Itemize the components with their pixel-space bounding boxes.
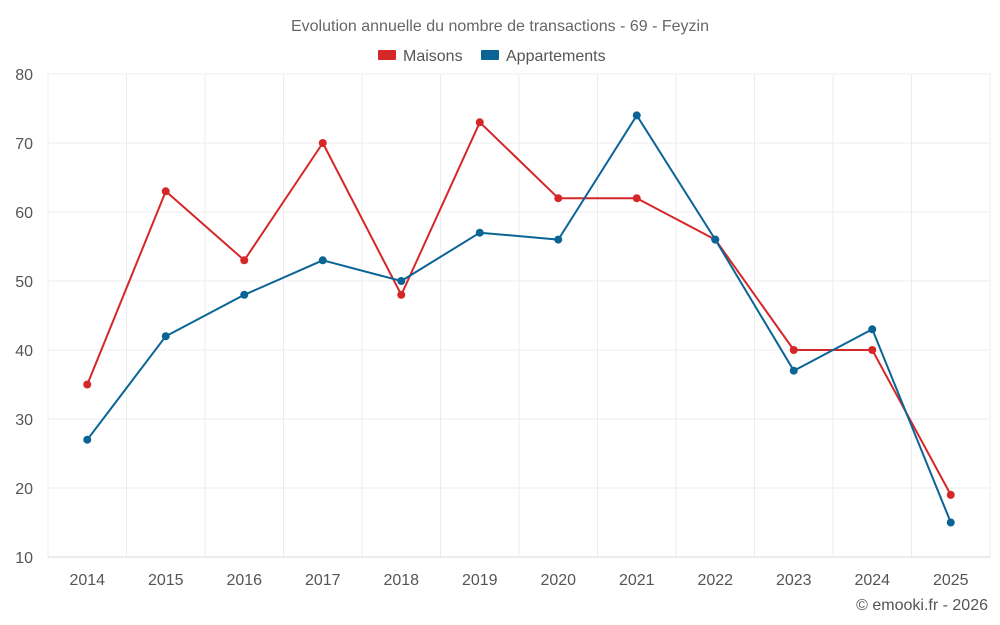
data-point-maisons-2015[interactable] [161, 187, 170, 196]
legend: Maisons Appartements [378, 48, 606, 65]
y-tick-label: 20 [15, 481, 33, 498]
y-tick-label: 70 [15, 136, 33, 153]
data-point-appartements-2023[interactable] [789, 366, 798, 375]
y-tick-label: 40 [15, 343, 33, 360]
data-point-maisons-2018[interactable] [397, 290, 406, 299]
data-point-maisons-2025[interactable] [946, 490, 955, 499]
y-tick-label: 80 [15, 67, 33, 84]
data-point-appartements-2022[interactable] [711, 235, 720, 244]
data-point-maisons-2017[interactable] [318, 139, 327, 147]
data-point-appartements-2025[interactable] [946, 518, 955, 527]
series-line-maisons [86, 121, 952, 496]
data-point-appartements-2024[interactable] [868, 325, 877, 334]
series-line-appartements [86, 114, 952, 524]
legend-label-maisons: Maisons [403, 48, 463, 65]
data-point-maisons-2020[interactable] [554, 194, 563, 203]
y-tick-label: 10 [15, 550, 33, 567]
x-tick-label: 2019 [462, 572, 498, 589]
x-tick-label: 2016 [226, 572, 262, 589]
grid [47, 73, 991, 558]
x-tick-label: 2020 [540, 572, 576, 589]
legend-item-maisons[interactable]: Maisons [378, 48, 463, 65]
y-tick-label: 30 [15, 412, 33, 429]
data-point-appartements-2018[interactable] [397, 277, 406, 285]
x-tick-label: 2021 [619, 572, 655, 589]
legend-swatch-maisons [378, 50, 396, 60]
axes: 10 20 30 40 50 60 70 80 2014 2015 2016 2017 2018 2019… [15, 67, 990, 589]
data-point-appartements-2014[interactable] [83, 435, 92, 444]
data-point-appartements-2016[interactable] [240, 290, 249, 299]
x-tick-label: 2025 [933, 572, 969, 589]
data-point-appartements-2019[interactable] [475, 228, 484, 237]
data-point-maisons-2014[interactable] [83, 380, 92, 389]
data-point-appartements-2017[interactable] [318, 256, 327, 265]
data-point-maisons-2023[interactable] [789, 346, 798, 354]
data-point-maisons-2016[interactable] [240, 256, 249, 265]
x-tick-label: 2017 [305, 572, 341, 589]
chart-title: Evolution annuelle du nombre de transact… [291, 18, 709, 35]
legend-label-appartements: Appartements [506, 48, 606, 65]
data-point-appartements-2015[interactable] [161, 332, 170, 341]
data-point-appartements-2021[interactable] [632, 111, 641, 120]
data-point-maisons-2024[interactable] [868, 346, 877, 354]
y-tick-label: 50 [15, 274, 33, 291]
data-point-maisons-2019[interactable] [475, 118, 484, 127]
x-tick-label: 2018 [383, 572, 419, 589]
series-group [83, 111, 955, 527]
legend-item-appartements[interactable]: Appartements [481, 48, 606, 65]
data-point-appartements-2020[interactable] [554, 235, 563, 244]
legend-swatch-appartements [481, 50, 499, 60]
x-tick-label: 2014 [69, 572, 105, 589]
x-tick-label: 2022 [697, 572, 733, 589]
x-tick-label: 2023 [776, 572, 812, 589]
x-tick-label: 2015 [148, 572, 184, 589]
y-tick-label: 60 [15, 205, 33, 222]
x-tick-label: 2024 [854, 572, 890, 589]
data-point-maisons-2021[interactable] [632, 194, 641, 203]
credit-text: © emooki.fr - 2026 [856, 597, 988, 614]
